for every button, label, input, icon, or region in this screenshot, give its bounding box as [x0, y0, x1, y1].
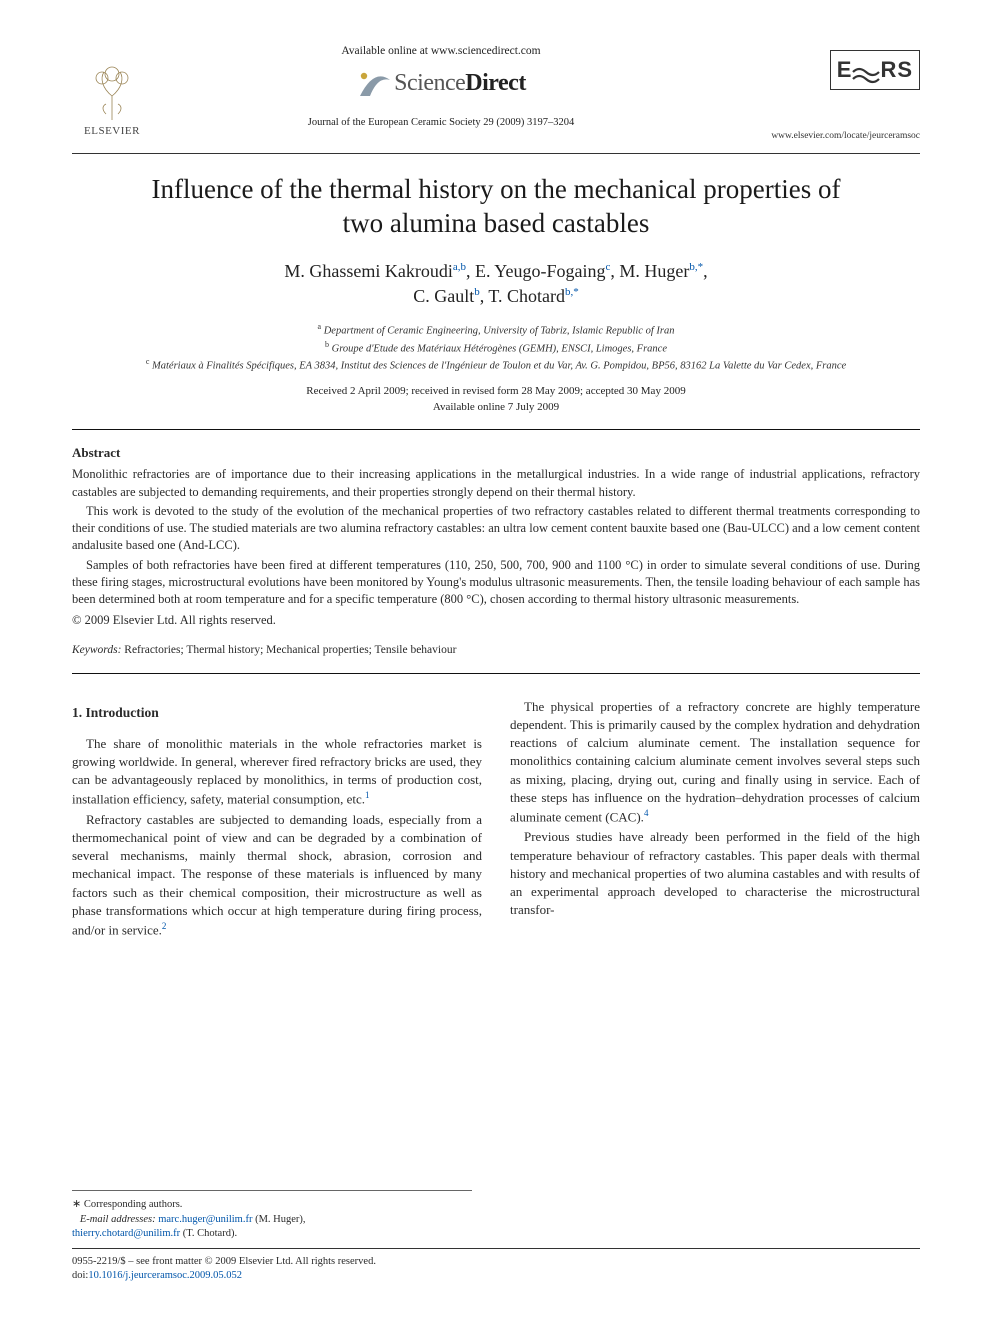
received-accepted-line: Received 2 April 2009; received in revis…: [72, 384, 920, 399]
affiliation: b Groupe d'Etude des Matériaux Hétérogèn…: [72, 339, 920, 357]
header-right: ERS www.elsevier.com/locate/jeurceramsoc: [730, 38, 920, 143]
author: C. Gaultb: [413, 286, 480, 306]
sciencedirect-swoosh-icon: [356, 66, 392, 102]
affiliation-list: a Department of Ceramic Engineering, Uni…: [72, 321, 920, 374]
corresponding-label: ∗ * Corresponding authors.Corresponding …: [72, 1197, 472, 1212]
keywords-text: Refractories; Thermal history; Mechanica…: [121, 644, 456, 656]
header-row: ELSEVIER Available online at www.science…: [72, 38, 920, 143]
abstract-top-rule: [72, 429, 920, 430]
body-paragraph: The physical properties of a refractory …: [510, 698, 920, 827]
body-paragraph: Previous studies have already been perfo…: [510, 828, 920, 919]
email-link[interactable]: marc.huger@unilim.fr: [158, 1214, 252, 1225]
body-columns: 1. Introduction The share of monolithic …: [72, 698, 920, 940]
abstract-heading: Abstract: [72, 444, 920, 462]
keywords-label: Keywords:: [72, 644, 121, 656]
header-rule: [72, 153, 920, 154]
available-online-text: Available online at www.sciencedirect.co…: [152, 44, 730, 60]
author: E. Yeugo-Fogaingc: [475, 261, 610, 281]
body-paragraph: The share of monolithic materials in the…: [72, 735, 482, 809]
section-heading: 1. Introduction: [72, 704, 482, 723]
header-center: Available online at www.sciencedirect.co…: [152, 38, 730, 130]
citation-link[interactable]: 4: [644, 808, 649, 818]
abstract-paragraph: Samples of both refractories have been f…: [72, 557, 920, 609]
affiliation: a Department of Ceramic Engineering, Uni…: [72, 321, 920, 339]
affiliation-link[interactable]: b,*: [565, 286, 579, 298]
sciencedirect-logo: ScienceDirect: [356, 66, 526, 102]
journal-citation: Journal of the European Ceramic Society …: [152, 116, 730, 130]
article-title: Influence of the thermal history on the …: [132, 172, 860, 241]
author-list: M. Ghassemi Kakroudia,b, E. Yeugo-Fogain…: [72, 259, 920, 309]
author: M. Ghassemi Kakroudia,b: [284, 261, 466, 281]
publisher-name: ELSEVIER: [72, 124, 152, 139]
sciencedirect-wordmark: ScienceDirect: [394, 67, 526, 99]
wave-icon: [852, 62, 880, 80]
affiliation-link[interactable]: a,b: [453, 261, 466, 273]
abstract-block: Abstract Monolithic refractories are of …: [72, 444, 920, 659]
email-link[interactable]: thierry.chotard@unilim.fr: [72, 1228, 180, 1239]
citation-link[interactable]: 1: [365, 790, 370, 800]
affiliation-link[interactable]: b: [474, 286, 480, 298]
elsevier-tree-icon: [84, 66, 140, 122]
abstract-bottom-rule: [72, 673, 920, 674]
citation-link[interactable]: 2: [162, 921, 167, 931]
doi-link[interactable]: 10.1016/j.jeurceramsoc.2009.05.052: [88, 1270, 242, 1281]
available-online-line: Available online 7 July 2009: [72, 400, 920, 415]
footer: 0955-2219/$ – see front matter © 2009 El…: [72, 1248, 920, 1283]
footer-copyright: 0955-2219/$ – see front matter © 2009 El…: [72, 1255, 920, 1269]
footer-doi: doi:10.1016/j.jeurceramsoc.2009.05.052: [72, 1269, 920, 1283]
abstract-paragraph: This work is devoted to the study of the…: [72, 503, 920, 555]
affiliation: c Matériaux à Finalités Spécifiques, EA …: [72, 356, 920, 374]
society-logo: ERS: [830, 50, 920, 90]
body-paragraph: Refractory castables are subjected to de…: [72, 811, 482, 940]
abstract-copyright: © 2009 Elsevier Ltd. All rights reserved…: [72, 612, 920, 629]
author: M. Hugerb,*: [619, 261, 703, 281]
corresponding-authors: ∗ * Corresponding authors.Corresponding …: [72, 1190, 472, 1241]
publisher-logo-block: ELSEVIER: [72, 38, 152, 139]
abstract-paragraph: Monolithic refractories are of importanc…: [72, 466, 920, 501]
affiliation-link[interactable]: c: [606, 261, 611, 273]
corresponding-emails: E-mail addresses: marc.huger@unilim.fr (…: [72, 1213, 472, 1241]
article-dates: Received 2 April 2009; received in revis…: [72, 384, 920, 415]
keywords-line: Keywords: Refractories; Thermal history;…: [72, 643, 920, 659]
journal-url: www.elsevier.com/locate/jeurceramsoc: [730, 130, 920, 143]
author: T. Chotardb,*: [488, 286, 578, 306]
affiliation-link[interactable]: b,*: [689, 261, 703, 273]
